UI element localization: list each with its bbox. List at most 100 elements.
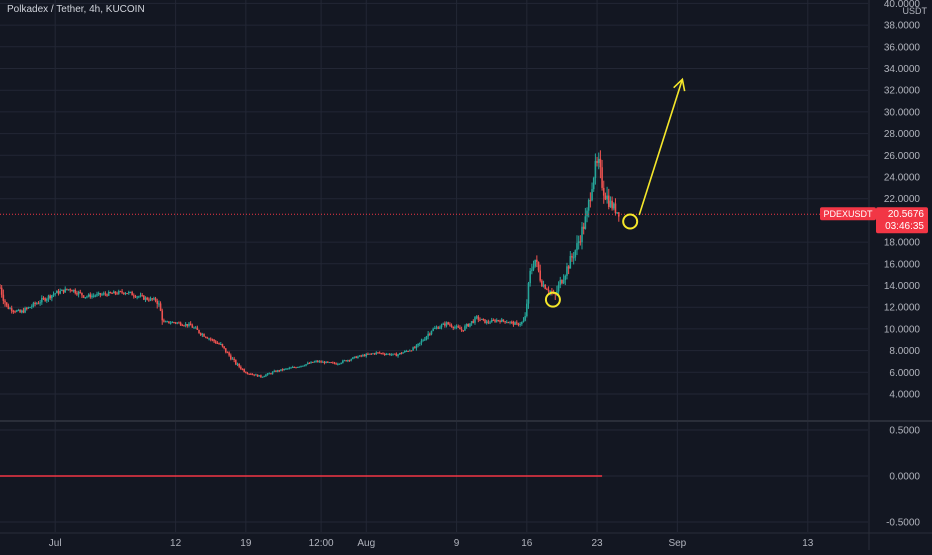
candle[interactable]: [326, 361, 329, 364]
candle[interactable]: [143, 294, 145, 301]
candle[interactable]: [221, 343, 224, 348]
candle[interactable]: [22, 307, 25, 314]
candle[interactable]: [62, 289, 65, 294]
candle[interactable]: [457, 324, 460, 328]
candle[interactable]: [592, 176, 595, 192]
candle[interactable]: [87, 293, 90, 298]
candle[interactable]: [597, 152, 600, 170]
candle[interactable]: [355, 355, 358, 359]
candle[interactable]: [228, 351, 230, 357]
candle[interactable]: [30, 304, 33, 309]
candle[interactable]: [499, 319, 501, 324]
candle[interactable]: [138, 295, 140, 299]
candle[interactable]: [316, 360, 319, 363]
candle[interactable]: [39, 300, 41, 306]
candle[interactable]: [418, 342, 421, 347]
candle[interactable]: [521, 321, 523, 326]
candle[interactable]: [159, 301, 162, 312]
candle[interactable]: [373, 352, 376, 355]
candle[interactable]: [413, 346, 416, 349]
candle[interactable]: [532, 260, 535, 272]
candle[interactable]: [104, 291, 107, 297]
candle[interactable]: [204, 336, 207, 339]
candle[interactable]: [178, 321, 180, 324]
candle[interactable]: [515, 320, 518, 326]
candle[interactable]: [203, 333, 205, 337]
candle[interactable]: [581, 221, 583, 250]
candle[interactable]: [300, 365, 302, 368]
candle[interactable]: [158, 300, 160, 307]
candle[interactable]: [517, 322, 520, 327]
candle[interactable]: [67, 289, 70, 291]
candle[interactable]: [328, 361, 331, 364]
candle[interactable]: [392, 353, 394, 356]
candle[interactable]: [278, 369, 281, 373]
candle[interactable]: [507, 321, 510, 324]
candle[interactable]: [154, 296, 157, 303]
candle[interactable]: [268, 372, 271, 375]
candle[interactable]: [298, 366, 301, 368]
candle[interactable]: [245, 371, 247, 374]
candle[interactable]: [271, 371, 274, 375]
candle[interactable]: [179, 321, 182, 327]
candle[interactable]: [171, 321, 174, 324]
candle[interactable]: [546, 287, 548, 291]
candle[interactable]: [116, 291, 118, 295]
candle[interactable]: [607, 188, 610, 210]
candle[interactable]: [275, 370, 277, 373]
candle[interactable]: [584, 207, 587, 230]
candle[interactable]: [542, 280, 545, 288]
candle[interactable]: [576, 235, 578, 256]
candle[interactable]: [612, 202, 615, 211]
candle[interactable]: [599, 150, 602, 179]
candle[interactable]: [51, 294, 53, 302]
candle[interactable]: [383, 352, 386, 356]
candle[interactable]: [293, 366, 296, 369]
candle[interactable]: [490, 317, 493, 323]
candle[interactable]: [198, 329, 200, 334]
candle[interactable]: [74, 288, 77, 295]
candle[interactable]: [482, 318, 485, 322]
candle[interactable]: [71, 289, 73, 292]
candle[interactable]: [99, 292, 102, 298]
candle[interactable]: [337, 362, 339, 366]
candle[interactable]: [582, 222, 585, 235]
candle[interactable]: [544, 284, 547, 290]
candle[interactable]: [121, 289, 123, 295]
candle[interactable]: [427, 331, 429, 340]
candle[interactable]: [442, 322, 444, 325]
candle[interactable]: [403, 350, 406, 353]
candle[interactable]: [387, 353, 389, 355]
candle[interactable]: [129, 291, 132, 294]
candle[interactable]: [368, 353, 371, 355]
candle[interactable]: [335, 362, 337, 365]
candle[interactable]: [132, 293, 135, 299]
candle[interactable]: [522, 317, 525, 323]
candle[interactable]: [485, 319, 488, 325]
candle[interactable]: [541, 279, 543, 287]
candle[interactable]: [29, 306, 31, 309]
candle[interactable]: [579, 235, 582, 246]
price-axis[interactable]: 42.000040.000038.000036.000034.000032.00…: [884, 0, 921, 401]
candle[interactable]: [169, 321, 172, 325]
candle[interactable]: [285, 367, 287, 370]
candle[interactable]: [184, 322, 187, 328]
candle[interactable]: [602, 180, 605, 204]
candle[interactable]: [166, 320, 169, 323]
candle[interactable]: [94, 294, 97, 298]
candle[interactable]: [417, 343, 419, 348]
candle[interactable]: [574, 249, 577, 261]
candle[interactable]: [407, 350, 409, 353]
candle[interactable]: [311, 361, 314, 363]
candle[interactable]: [557, 281, 560, 296]
candle[interactable]: [494, 318, 496, 323]
candle[interactable]: [273, 369, 276, 373]
candle[interactable]: [509, 321, 511, 325]
candle[interactable]: [92, 293, 95, 298]
candle[interactable]: [447, 321, 450, 325]
candle[interactable]: [19, 309, 21, 313]
candle[interactable]: [134, 294, 137, 299]
candle[interactable]: [109, 291, 112, 294]
